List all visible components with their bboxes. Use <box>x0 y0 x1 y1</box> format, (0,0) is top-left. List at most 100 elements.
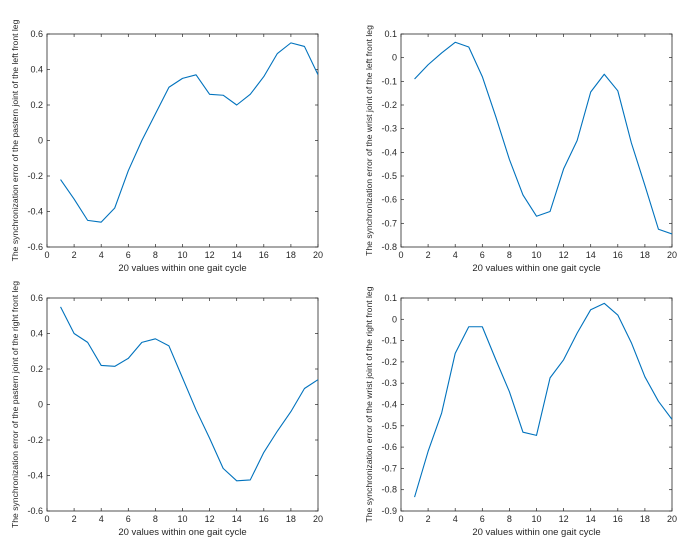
x-tick-label: 16 <box>613 250 623 260</box>
x-tick-label: 2 <box>426 250 431 260</box>
x-tick-label: 12 <box>559 250 569 260</box>
y-tick-label: 0.4 <box>30 329 43 339</box>
x-tick-label: 16 <box>259 514 269 524</box>
x-tick-label: 6 <box>126 250 131 260</box>
x-tick-label: 20 <box>313 514 323 524</box>
y-tick-label: -0.4 <box>381 400 397 410</box>
axes-box <box>46 33 319 248</box>
y-tick-label: -0.8 <box>381 242 397 252</box>
x-tick-label: 4 <box>453 250 458 260</box>
y-tick-label: 0.2 <box>30 100 43 110</box>
series-line <box>414 302 672 498</box>
axes-box <box>400 33 673 248</box>
x-tick-label: 14 <box>586 250 596 260</box>
y-tick-label: -0.9 <box>381 506 397 516</box>
x-tick-label: 16 <box>613 514 623 524</box>
x-tick-label: 0 <box>398 250 403 260</box>
x-tick-label: 14 <box>232 250 242 260</box>
x-tick-label: 20 <box>667 250 677 260</box>
x-axis-label: 20 values within one gait cycle <box>118 527 246 538</box>
y-tick-label: -0.5 <box>381 171 397 181</box>
x-tick-label: 8 <box>153 514 158 524</box>
y-tick-label: 0.6 <box>30 29 43 39</box>
x-tick-label: 18 <box>286 250 296 260</box>
x-tick-label: 20 <box>667 514 677 524</box>
x-tick-label: 14 <box>232 514 242 524</box>
subplot-wrist-left-front: 0 2 4 6 8 10 12 14 16 18 20 -0.8 -0.7 -0.6 -0.5 -0.4 -0.… <box>364 25 677 274</box>
x-tick-label: 16 <box>259 250 269 260</box>
x-tick-label: 4 <box>99 250 104 260</box>
x-tick-label: 6 <box>480 514 485 524</box>
y-tick-label: 0.2 <box>30 364 43 374</box>
x-tick-label: 18 <box>640 250 650 260</box>
y-tick-label: -0.7 <box>381 463 397 473</box>
y-tick-label: -0.2 <box>381 357 397 367</box>
y-tick-label: -0.3 <box>381 378 397 388</box>
x-tick-label: 18 <box>640 514 650 524</box>
x-tick-label: 2 <box>72 514 77 524</box>
x-axis-label: 20 values within one gait cycle <box>118 263 246 274</box>
y-tick-label: -0.6 <box>27 242 43 252</box>
axes-box <box>400 297 673 512</box>
y-tick-label: -0.1 <box>381 336 397 346</box>
x-axis-label: 20 values within one gait cycle <box>472 527 600 538</box>
x-tick-label: 0 <box>398 514 403 524</box>
subplot-pastern-right-front: 0 2 4 6 8 10 12 14 16 18 20 -0.6 -0.4 -0.2 0 0.2 0.4 0.6 2… <box>10 281 323 538</box>
y-tick-label: 0.4 <box>30 65 43 75</box>
x-tick-label: 4 <box>99 514 104 524</box>
axes-box <box>46 297 319 512</box>
y-tick-label: -0.4 <box>27 207 43 217</box>
y-tick-label: -0.2 <box>27 171 43 181</box>
y-tick-label: 0 <box>392 314 397 324</box>
x-tick-label: 0 <box>44 514 49 524</box>
x-tick-label: 8 <box>507 250 512 260</box>
x-tick-label: 2 <box>426 514 431 524</box>
x-tick-label: 18 <box>286 514 296 524</box>
y-tick-label: 0 <box>392 53 397 63</box>
y-tick-label: -0.6 <box>381 442 397 452</box>
subplot-pastern-left-front: 0 2 4 6 8 10 12 14 16 18 20 -0.6 -0.4 -0.2 0 0.2 0.4 0.6 2… <box>10 19 323 274</box>
y-axis-label: The synchronization error of the pastern… <box>10 281 20 528</box>
series-line <box>414 41 672 235</box>
y-tick-label: 0.1 <box>384 29 397 39</box>
x-tick-label: 12 <box>205 514 215 524</box>
y-tick-label: -0.5 <box>381 421 397 431</box>
x-tick-label: 14 <box>586 514 596 524</box>
x-tick-label: 10 <box>531 514 541 524</box>
x-tick-label: 2 <box>72 250 77 260</box>
y-tick-label: -0.4 <box>27 471 43 481</box>
x-tick-label: 8 <box>153 250 158 260</box>
x-tick-label: 6 <box>126 514 131 524</box>
y-axis-label: The synchronization error of the wrist j… <box>364 25 374 256</box>
x-tick-label: 4 <box>453 514 458 524</box>
x-tick-label: 10 <box>531 250 541 260</box>
x-tick-label: 10 <box>177 250 187 260</box>
series-line <box>60 42 318 223</box>
y-tick-label: 0 <box>38 400 43 410</box>
y-tick-label: -0.8 <box>381 485 397 495</box>
y-tick-label: 0 <box>38 136 43 146</box>
y-tick-label: -0.7 <box>381 218 397 228</box>
x-tick-label: 10 <box>177 514 187 524</box>
y-tick-label: -0.3 <box>381 124 397 134</box>
y-axis-label: The synchronization error of the pastern… <box>10 19 20 261</box>
y-tick-label: -0.2 <box>381 100 397 110</box>
y-tick-label: -0.6 <box>381 195 397 205</box>
x-tick-label: 6 <box>480 250 485 260</box>
y-tick-label: 0.1 <box>384 293 397 303</box>
y-axis-label: The synchronization error of the wrist j… <box>364 286 374 522</box>
y-tick-label: 0.6 <box>30 293 43 303</box>
x-tick-label: 20 <box>313 250 323 260</box>
series-line <box>60 306 318 482</box>
x-tick-label: 12 <box>205 250 215 260</box>
y-tick-label: -0.2 <box>27 435 43 445</box>
x-tick-label: 8 <box>507 514 512 524</box>
y-tick-label: -0.6 <box>27 506 43 516</box>
x-tick-label: 12 <box>559 514 569 524</box>
y-tick-label: -0.1 <box>381 76 397 86</box>
y-tick-label: -0.4 <box>381 147 397 157</box>
subplot-wrist-right-front: 0 2 4 6 8 10 12 14 16 18 20 -0.9 -0.8 -0.7 -0.6 -0.5 -0.… <box>364 286 677 538</box>
x-axis-label: 20 values within one gait cycle <box>472 263 600 274</box>
x-tick-label: 0 <box>44 250 49 260</box>
